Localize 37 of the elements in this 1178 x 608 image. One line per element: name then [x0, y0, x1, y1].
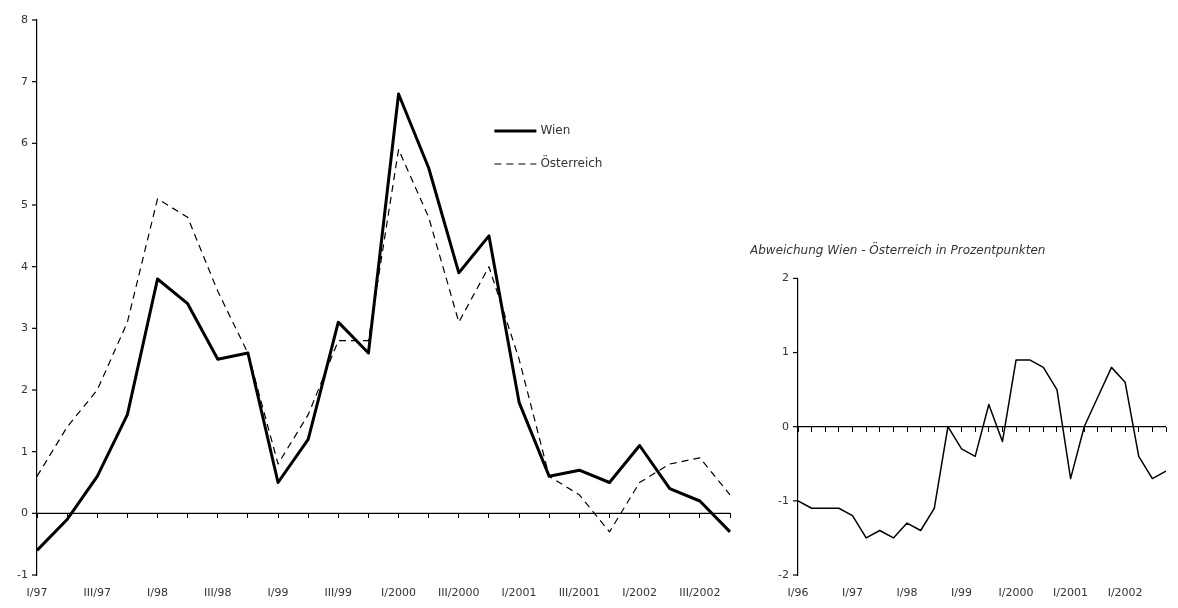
y-tick-label: 3 [21, 321, 28, 335]
y-tick-label: -1 [17, 567, 28, 581]
x-tick-label: I/2001 [1053, 586, 1089, 600]
x-tick-label: I/99 [267, 586, 289, 600]
y-tick-label: 7 [21, 74, 28, 88]
y-tick-label: 2 [21, 382, 28, 396]
y-tick-label: 0 [782, 419, 789, 433]
x-tick-label: III/2001 [558, 586, 601, 600]
x-tick-label: III/97 [83, 586, 111, 600]
legend-label: Österreich [540, 154, 603, 171]
y-tick-label: 6 [21, 136, 28, 150]
chart-title: Abweichung Wien - Österreich in Prozentpunkten [749, 241, 1046, 258]
y-tick-label: 1 [21, 444, 28, 458]
x-tick-label: III/2002 [679, 586, 721, 600]
y-tick-label: -2 [778, 567, 789, 581]
x-tick-label: I/97 [26, 586, 48, 600]
legend-label: Wien [540, 123, 571, 138]
x-tick-label: I/98 [147, 586, 168, 600]
x-tick-label: I/98 [896, 586, 918, 600]
y-tick-label: -1 [778, 493, 789, 507]
y-tick-label: 2 [782, 271, 789, 285]
x-tick-label: I/2002 [622, 586, 658, 600]
y-tick-label: 4 [21, 259, 28, 273]
y-tick-label: 1 [782, 345, 789, 359]
x-tick-label: III/98 [204, 586, 232, 600]
x-tick-label: III/2000 [438, 586, 480, 600]
x-tick-label: I/2000 [381, 586, 417, 600]
x-tick-label: I/96 [787, 586, 809, 600]
x-tick-label: I/2002 [1107, 586, 1143, 600]
x-tick-label: I/97 [842, 586, 863, 600]
y-tick-label: 0 [21, 506, 28, 520]
x-tick-label: III/99 [324, 586, 353, 600]
y-tick-label: 8 [21, 12, 28, 26]
x-tick-label: I/2001 [501, 586, 537, 600]
x-tick-label: I/2000 [998, 586, 1034, 600]
x-tick-label: I/99 [951, 586, 973, 600]
y-tick-label: 5 [21, 197, 28, 211]
